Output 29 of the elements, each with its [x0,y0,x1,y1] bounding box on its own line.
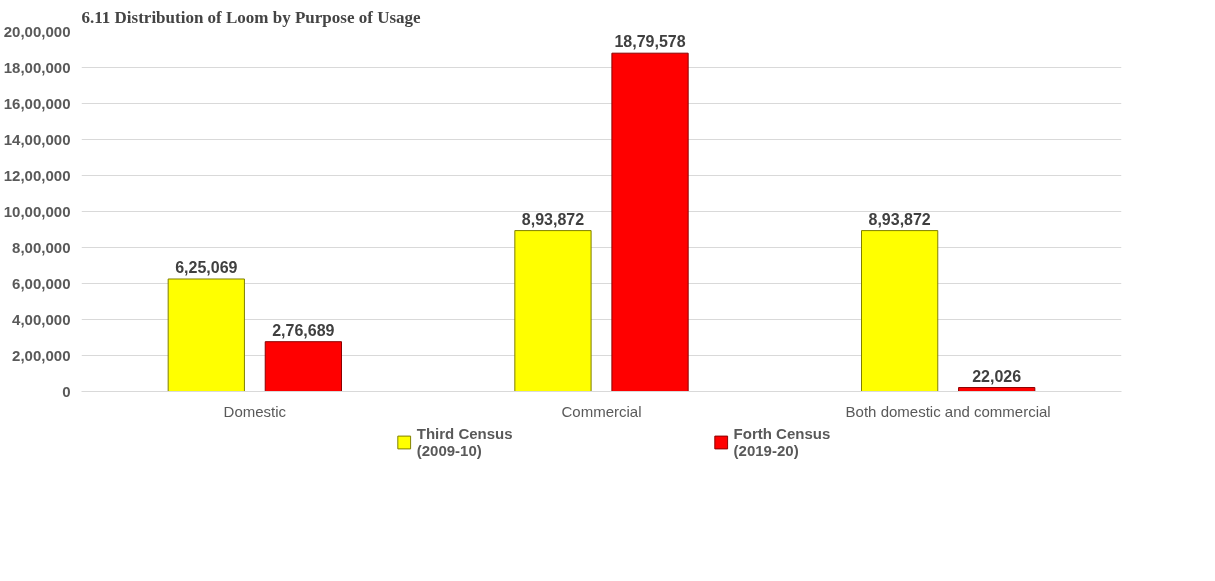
y-tick-label: 18,00,000 [3,58,71,76]
y-tick-label: 4,00,000 [12,310,71,328]
bar [958,387,1036,392]
bar [611,52,689,392]
y-tick-label: 2,00,000 [12,346,71,364]
data-label: 2,76,689 [272,321,335,339]
data-label: 8,93,872 [521,210,585,228]
data-label: 6,25,069 [175,258,238,276]
bar [514,230,592,392]
data-label: 8,93,872 [868,210,931,228]
legend-label: Third Census (2009-10) [416,424,513,461]
legend-label: Forth Census (2019-20) [733,424,831,461]
bar [264,341,342,392]
y-tick-label: 6,00,000 [12,274,71,292]
x-tick-label: Commercial [561,402,642,420]
chart-title: 6.11 Distribution of Loom by Purpose of Usage [81,7,422,27]
y-tick-label: 14,00,000 [3,130,71,148]
x-tick-label: Both domestic and commercial [845,402,1051,420]
y-tick-label: 8,00,000 [12,238,71,256]
y-tick-label: 12,00,000 [3,166,71,184]
data-label: 18,79,578 [614,33,686,51]
x-tick-label: Domestic [223,402,287,420]
y-tick-label: 20,00,000 [3,22,71,40]
bar [167,278,245,392]
y-tick-label: 16,00,000 [3,94,71,112]
y-tick-label: 0 [62,382,71,400]
bar [861,230,939,392]
data-label: 22,026 [972,367,1022,385]
y-tick-label: 10,00,000 [3,202,71,220]
